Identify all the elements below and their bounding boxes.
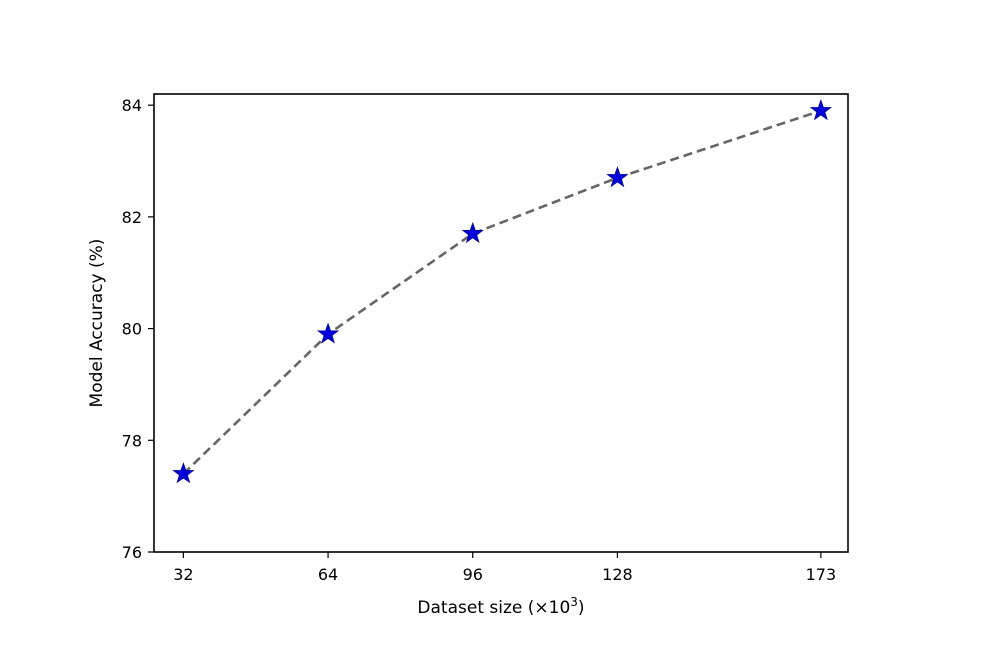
- x-tick-label: 96: [463, 565, 483, 584]
- y-axis-label: Model Accuracy (%): [87, 239, 107, 408]
- x-tick-label: 173: [806, 565, 837, 584]
- y-tick-label: 80: [122, 320, 142, 339]
- x-tick-label: 64: [318, 565, 338, 584]
- plot-frame: [153, 93, 849, 553]
- x-tick-label: 128: [602, 565, 633, 584]
- series-line: [182, 109, 822, 475]
- x-tick-label: 32: [173, 565, 193, 584]
- data-point-star: [809, 99, 833, 121]
- series-layer: [172, 99, 833, 484]
- y-tick-label: 76: [122, 543, 142, 562]
- data-point-star: [316, 322, 340, 344]
- x-axis-label: Dataset size (×103): [417, 595, 584, 618]
- y-tick-label: 84: [122, 96, 142, 115]
- data-point-star: [606, 166, 629, 188]
- y-tick-label: 82: [122, 208, 142, 227]
- y-tick-label: 78: [122, 431, 142, 450]
- data-point-star: [461, 221, 484, 244]
- data-point-star: [172, 462, 195, 484]
- ticks-layer: 32 64 96 128 173 76 78 80 82 84: [122, 96, 837, 584]
